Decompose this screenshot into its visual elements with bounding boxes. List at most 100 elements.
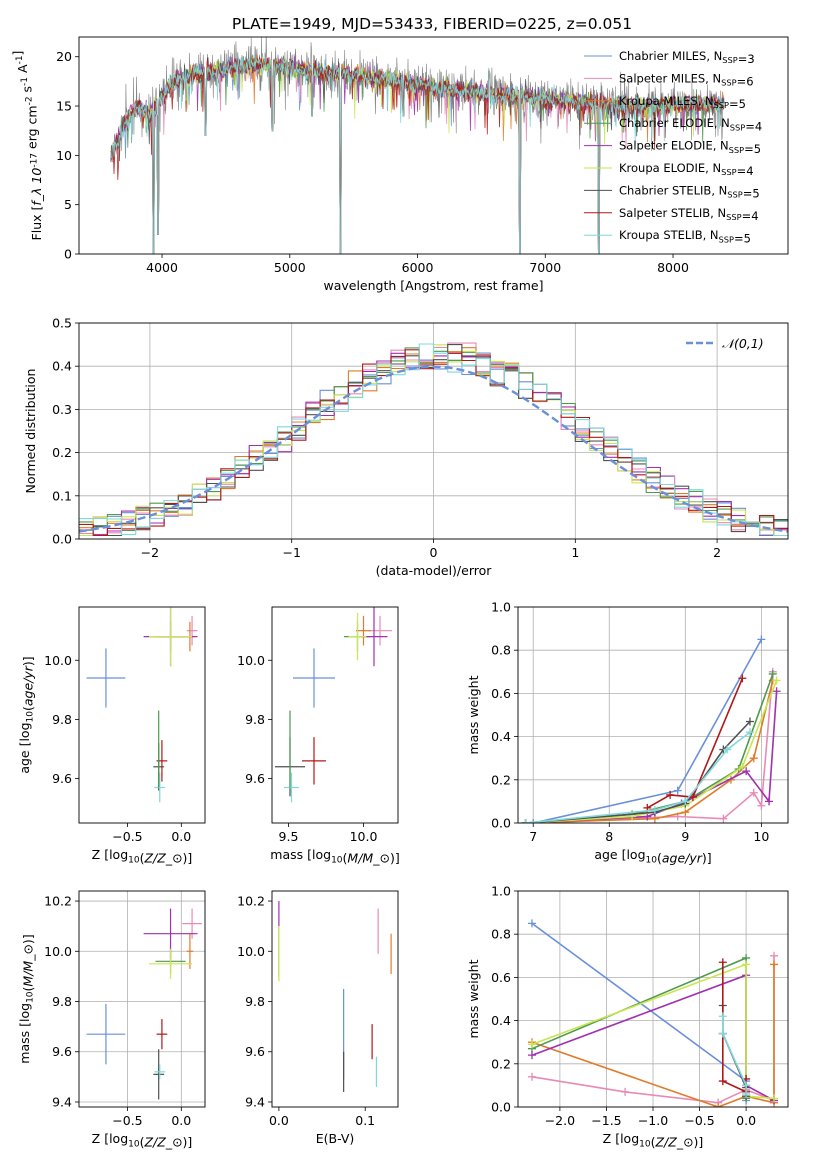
series-line-chabrier_miles [533,639,763,823]
label-part: f_λ 10 [29,168,44,206]
label-part: Z/Z_⊙ [143,1135,182,1150]
plot-area [527,919,779,1107]
label-part: SSP [729,145,744,155]
x-tick-label: −0.5 [112,1113,142,1128]
y-tick-label: 9.4 [52,1094,72,1109]
label-part: 10 [26,711,36,723]
label-part: Chabrier MILES, N [619,49,722,63]
legend-label: Chabrier STELIB, NSSP=5 [619,183,760,200]
label-part: Z/Z_⊙ [654,1135,693,1150]
x-tick-label: 10.0 [350,829,378,844]
label-part: =5 [729,97,746,111]
plot-area [86,908,202,1100]
legend-label: Kroupa MILES, NSSP=5 [619,94,746,111]
y-tick-label: 9.8 [245,994,265,1009]
x-tick-label: −1 [282,545,300,560]
label-part: ( [651,1135,656,1150]
label-part: )] [183,851,193,866]
label-part: age/yr [662,851,703,866]
plot-area [110,37,725,254]
y-tick-label: 10.0 [237,944,265,959]
y-tick-label: 10.0 [44,944,72,959]
x-axis-label: (data-model)/error [376,563,493,578]
series-marker [768,669,777,678]
histogram-kroupa_elodie [79,344,788,537]
panel-age-vs-mass: 9.5 10.0 9.6 9.8 10.0 mass [log10(M/M_⊙)] [237,606,400,866]
legend-label: Chabrier MILES, NSSP=3 [619,49,755,66]
label-part: SSP [719,234,734,244]
errorbar-point [356,615,371,646]
legend-label: Salpeter ELODIE, NSSP=5 [619,139,761,156]
x-axis-label: mass [log10(M/M_⊙)] [270,847,399,866]
panel-mass-vs-Z: −0.5 0.09.49.69.810.010.2Z [log10(Z/Z_⊙)]… [17,890,206,1150]
label-part: 10 [128,856,140,866]
axes-frame [517,606,789,824]
series-marker [688,793,697,802]
series-marker [742,767,751,776]
label-part: -2 [25,96,35,105]
x-tick-label: 9.5 [279,829,299,844]
series-marker [742,1081,751,1090]
y-axis-label: Normed distribution [23,369,38,494]
x-tick-label: 0.0 [269,1113,289,1128]
label-part: -1 [15,55,25,64]
y-tick-label: 9.8 [52,994,72,1009]
errorbar-point [348,612,367,661]
errorbar-point [186,933,194,969]
series-line-kroupa_stelib [525,731,751,823]
label-part: E(B-V) [316,1131,355,1146]
series-marker [749,788,758,797]
series-line-kroupa_elodie [531,963,775,1100]
series-marker [718,958,727,967]
histogram-chabrier_stelib [79,344,788,537]
label-part: Chabrier STELIB, N [619,183,727,197]
x-axis-label: Z [log10(Z/Z_⊙)] [603,1131,704,1150]
legend-label: Chabrier ELODIE, NSSP=4 [619,116,762,133]
label-part: erg cm [24,105,39,153]
label-part: SSP [722,55,737,65]
x-tick-label: 7 [529,829,537,844]
label-part: Z [log [92,847,128,862]
x-axis-label: Z [log10(Z/Z_⊙)] [92,847,193,866]
axes-frame [78,36,789,255]
series-marker [527,1072,536,1081]
y-tick-label: 0.5 [52,316,72,331]
label-part: ( [140,1135,145,1150]
series-line-salpeter_elodie [525,691,778,823]
y-tick-label: 9.6 [245,771,265,786]
y-tick-label: 10 [56,148,72,163]
label-part: M/M_⊙ [347,851,390,866]
series-marker [757,801,766,810]
y-tick-label: 10.2 [237,894,265,909]
label-part: Normed distribution [23,369,38,494]
label-part: age [log [594,847,645,862]
x-tick-label: −1.5 [591,1113,621,1128]
x-axis-label: E(B-V) [316,1131,355,1146]
y-tick-label: 9.6 [52,1044,72,1059]
series-marker [742,960,751,969]
legend-label: 𝒩(0,1) [722,336,764,351]
series-line-kroupa_elodie [525,680,778,823]
x-tick-label: 4000 [146,260,178,275]
label-part: -1 [20,77,30,86]
plot-area [275,607,392,803]
x-tick-label: 2 [713,545,721,560]
x-tick-label: −0.5 [684,1113,714,1128]
plot-area [521,635,781,823]
label-part: 10 [128,1140,140,1150]
label-part: M/M_⊙ [21,944,36,987]
label-part: -17 [29,153,39,168]
y-axis-label: mass [log10(M/M_⊙)] [17,934,36,1063]
y-tick-label: 10.2 [44,894,72,909]
x-tick-label: 6000 [402,260,434,275]
y-tick-label: 10.0 [44,653,72,668]
y-axis-label: mass weight [466,675,481,754]
label-part: wavelength [Angstrom, rest frame] [323,278,543,293]
label-part: 10 [26,991,36,1003]
series-marker [770,951,779,960]
errorbar-point [86,1004,126,1065]
y-tick-label: 0.4 [491,1013,511,1028]
y-tick-label: 10.0 [237,653,265,668]
